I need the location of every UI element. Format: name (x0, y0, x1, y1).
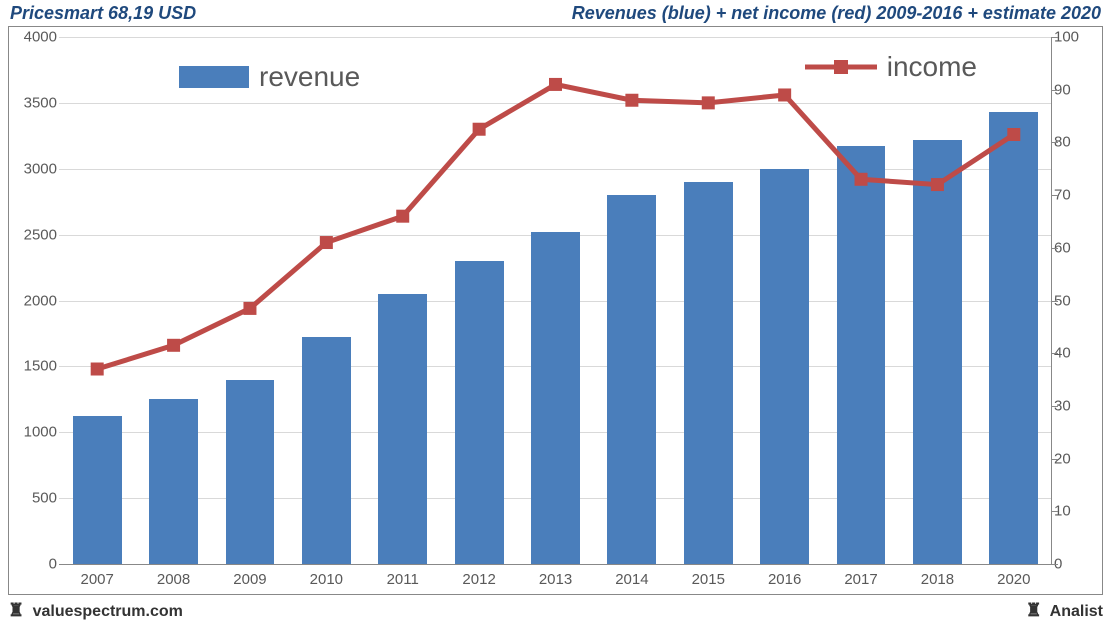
x-tick-label: 2008 (157, 571, 190, 588)
y-left-tick-label: 1500 (17, 358, 57, 375)
x-tick-label: 2020 (997, 571, 1030, 588)
y-left-tick-label: 3000 (17, 160, 57, 177)
footer-right: ♜ Analist (1026, 600, 1103, 621)
y-right-tick-label: 0 (1054, 556, 1094, 573)
y-right-tick-label: 60 (1054, 239, 1094, 256)
y-right-tick (1052, 459, 1058, 460)
y-left-tick-label: 500 (17, 490, 57, 507)
y-left-tick-label: 0 (17, 556, 57, 573)
y-left-tick-label: 2500 (17, 226, 57, 243)
y-right-tick (1052, 90, 1058, 91)
income-marker (320, 236, 333, 249)
footer: ♜ valuespectrum.com ♜ Analist (8, 597, 1103, 623)
y-right-tick-label: 10 (1054, 503, 1094, 520)
y-right-tick (1052, 142, 1058, 143)
gridline (59, 564, 1052, 565)
y-right-tick-label: 50 (1054, 292, 1094, 309)
footer-right-text: Analist (1050, 603, 1103, 620)
title-left: Pricesmart 68,19 USD (10, 3, 196, 24)
y-left-tick-label: 1000 (17, 424, 57, 441)
y-right-tick-label: 90 (1054, 81, 1094, 98)
y-left-tick-label: 2000 (17, 292, 57, 309)
footer-left-text: valuespectrum.com (33, 603, 183, 620)
y-right-tick-label: 80 (1054, 134, 1094, 151)
income-marker (778, 88, 791, 101)
y-right-tick-label: 100 (1054, 29, 1094, 46)
x-tick-label: 2014 (615, 571, 648, 588)
y-right-tick (1052, 301, 1058, 302)
income-marker (473, 123, 486, 136)
y-right-tick-label: 20 (1054, 450, 1094, 467)
title-right: Revenues (blue) + net income (red) 2009-… (572, 3, 1101, 24)
x-tick-label: 2007 (81, 571, 114, 588)
y-right-tick (1052, 37, 1058, 38)
income-marker (167, 339, 180, 352)
y-right-tick (1052, 564, 1058, 565)
income-marker (1007, 128, 1020, 141)
rook-icon: ♜ (8, 600, 24, 620)
y-right-tick (1052, 406, 1058, 407)
footer-left: ♜ valuespectrum.com (8, 600, 183, 621)
y-right-tick (1052, 248, 1058, 249)
x-tick-label: 2013 (539, 571, 572, 588)
income-marker (549, 78, 562, 91)
x-tick-label: 2016 (768, 571, 801, 588)
x-tick-label: 2018 (921, 571, 954, 588)
rook-icon: ♜ (1026, 600, 1042, 620)
x-tick-label: 2017 (844, 571, 877, 588)
income-line (59, 37, 1052, 564)
x-tick-label: 2010 (310, 571, 343, 588)
income-marker (625, 94, 638, 107)
y-left-tick-label: 4000 (17, 29, 57, 46)
income-marker (702, 96, 715, 109)
chart-container: Pricesmart 68,19 USD Revenues (blue) + n… (0, 0, 1111, 627)
y-right-tick-label: 40 (1054, 345, 1094, 362)
income-marker (396, 210, 409, 223)
income-marker (931, 178, 944, 191)
chart-area: revenue income 0500100015002000250030003… (8, 26, 1103, 595)
y-right-tick-label: 30 (1054, 397, 1094, 414)
income-marker (243, 302, 256, 315)
plot-area: revenue income (59, 37, 1052, 564)
x-tick-label: 2011 (387, 571, 419, 588)
y-right-tick (1052, 511, 1058, 512)
header: Pricesmart 68,19 USD Revenues (blue) + n… (0, 0, 1111, 26)
y-right-tick-label: 70 (1054, 187, 1094, 204)
x-tick-label: 2012 (462, 571, 495, 588)
y-left-tick-label: 3500 (17, 94, 57, 111)
x-tick-label: 2009 (233, 571, 266, 588)
y-right-tick (1052, 195, 1058, 196)
y-right-tick (1052, 353, 1058, 354)
x-tick-label: 2015 (692, 571, 725, 588)
income-marker (855, 173, 868, 186)
income-marker (91, 363, 104, 376)
